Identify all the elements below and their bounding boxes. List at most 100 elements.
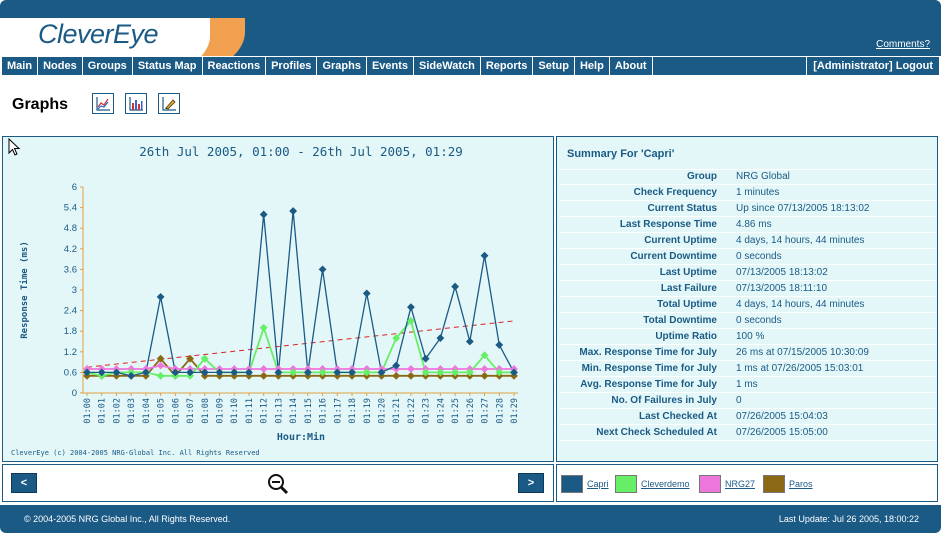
nav-sidewatch[interactable]: SideWatch: [414, 57, 480, 75]
summary-label: Uptime Ratio: [655, 331, 717, 342]
y-tick-label: 4.8: [64, 223, 77, 234]
data-point-capri: [333, 368, 342, 377]
x-tick-label: 01:24: [436, 398, 446, 424]
x-tick-label: 01:07: [186, 398, 196, 424]
y-tick-label: 4.2: [64, 244, 77, 255]
data-point-paros: [259, 371, 268, 380]
x-tick-label: 01:22: [407, 398, 417, 424]
summary-label: No. Of Failures in July: [611, 395, 717, 406]
summary-row-divider: [559, 424, 935, 425]
summary-label: Total Downtime: [643, 315, 717, 326]
data-point-capri: [127, 371, 136, 380]
summary-value: 4 days, 14 hours, 44 minutes: [736, 299, 865, 310]
data-point-capri: [510, 368, 518, 377]
x-tick-label: 01:02: [112, 398, 122, 424]
nav-nodes[interactable]: Nodes: [38, 57, 82, 75]
previous-button[interactable]: <: [11, 473, 37, 493]
y-axis-label: Response Time (ms): [19, 241, 30, 339]
edit-chart-button[interactable]: [158, 93, 180, 114]
next-button[interactable]: >: [518, 473, 544, 493]
summary-row: Current Downtime 0 seconds: [557, 249, 937, 265]
summary-label: Current Downtime: [630, 251, 717, 262]
summary-label: Last Checked At: [639, 411, 717, 422]
nav-profiles[interactable]: Profiles: [266, 57, 317, 75]
summary-value: 26 ms at 07/15/2005 10:30:09: [736, 347, 869, 358]
nav-about[interactable]: About: [609, 57, 652, 75]
summary-value: 07/26/2005 15:05:00: [736, 427, 828, 438]
data-point-nrg27: [156, 361, 165, 370]
summary-value: Up since 07/13/2005 18:13:02: [736, 203, 870, 214]
summary-row: Last Failure 07/13/2005 18:11:10: [557, 281, 937, 297]
data-point-capri: [230, 368, 239, 377]
logo-area: CleverEye: [0, 18, 245, 56]
summary-row-divider: [559, 280, 935, 281]
x-tick-label: 01:01: [98, 398, 108, 424]
summary-value: NRG Global: [736, 171, 790, 182]
nav-help[interactable]: Help: [574, 57, 609, 75]
data-point-capri: [156, 292, 165, 301]
data-point-cleverdemo: [436, 368, 445, 377]
nav-graphs[interactable]: Graphs: [317, 57, 366, 75]
data-point-cleverdemo: [407, 316, 415, 325]
summary-row-divider: [559, 248, 935, 249]
zoom-out-button[interactable]: [266, 472, 290, 496]
x-tick-label: 01:05: [157, 398, 167, 424]
y-tick-label: 0: [72, 388, 77, 399]
summary-row: Uptime Ratio 100 %: [557, 329, 937, 345]
summary-row-divider: [559, 200, 935, 201]
summary-label: Last Failure: [660, 283, 717, 294]
summary-value: 0 seconds: [736, 251, 782, 262]
summary-value: 07/13/2005 18:13:02: [736, 267, 828, 278]
x-tick-label: 01:17: [333, 398, 343, 424]
nav-reports[interactable]: Reports: [480, 57, 533, 75]
data-point-cleverdemo: [200, 354, 209, 363]
summary-row-divider: [559, 392, 935, 393]
comments-link[interactable]: Comments?: [876, 39, 930, 50]
response-time-chart: 26th Jul 2005, 01:00 - 26th Jul 2005, 01…: [11, 144, 520, 457]
legend-swatch: [561, 475, 583, 493]
series-line-capri: [87, 210, 515, 377]
summary-value: 100 %: [736, 331, 765, 342]
summary-row-divider: [559, 360, 935, 361]
nav-groups[interactable]: Groups: [82, 57, 132, 75]
x-tick-label: 01:04: [142, 398, 152, 424]
nav-reactions[interactable]: Reactions: [202, 57, 266, 75]
legend-swatch: [763, 475, 785, 493]
data-point-capri: [245, 368, 253, 377]
chart-copyright: CleverEye (c) 2004-2005 NRG-Global Inc. …: [11, 449, 260, 457]
data-point-nrg27: [407, 365, 415, 373]
nav-status-map[interactable]: Status Map: [132, 57, 202, 75]
legend-panel: Capri Cleverdemo NRG27 Paros: [556, 464, 938, 502]
nav-spacer: [652, 57, 807, 75]
summary-row: Group NRG Global: [557, 169, 937, 185]
data-point-capri: [480, 251, 489, 260]
summary-row-divider: [559, 296, 935, 297]
summary-label: Total Uptime: [657, 299, 717, 310]
x-tick-label: 01:21: [392, 398, 402, 424]
data-point-paros: [480, 371, 489, 380]
summary-label: Last Uptime: [659, 267, 717, 278]
data-point-paros: [392, 371, 401, 380]
y-tick-label: 0.6: [64, 367, 77, 378]
summary-value: 4 days, 14 hours, 44 minutes: [736, 235, 865, 246]
logout-button[interactable]: [Administrator] Logout: [807, 57, 939, 75]
bar-chart-button[interactable]: [125, 93, 147, 114]
summary-row-divider: [559, 344, 935, 345]
data-point-capri: [141, 368, 150, 377]
summary-row: Total Uptime 4 days, 14 hours, 44 minutes: [557, 297, 937, 313]
x-tick-label: 01:13: [274, 398, 284, 424]
data-point-paros: [407, 371, 415, 380]
line-chart-button[interactable]: [92, 93, 114, 114]
nav-main[interactable]: Main: [2, 57, 38, 75]
nav-setup[interactable]: Setup: [533, 57, 574, 75]
legend-label: NRG27: [725, 479, 756, 489]
x-tick-label: 01:10: [230, 398, 240, 424]
x-tick-label: 01:14: [289, 398, 299, 424]
nav-events[interactable]: Events: [366, 57, 414, 75]
summary-divider: [559, 169, 935, 170]
summary-row-divider: [559, 184, 935, 185]
edit-chart-icon: [162, 97, 176, 111]
summary-label: Next Check Scheduled At: [596, 427, 717, 438]
x-tick-label: 01:18: [348, 398, 358, 424]
summary-label: Current Status: [647, 203, 717, 214]
